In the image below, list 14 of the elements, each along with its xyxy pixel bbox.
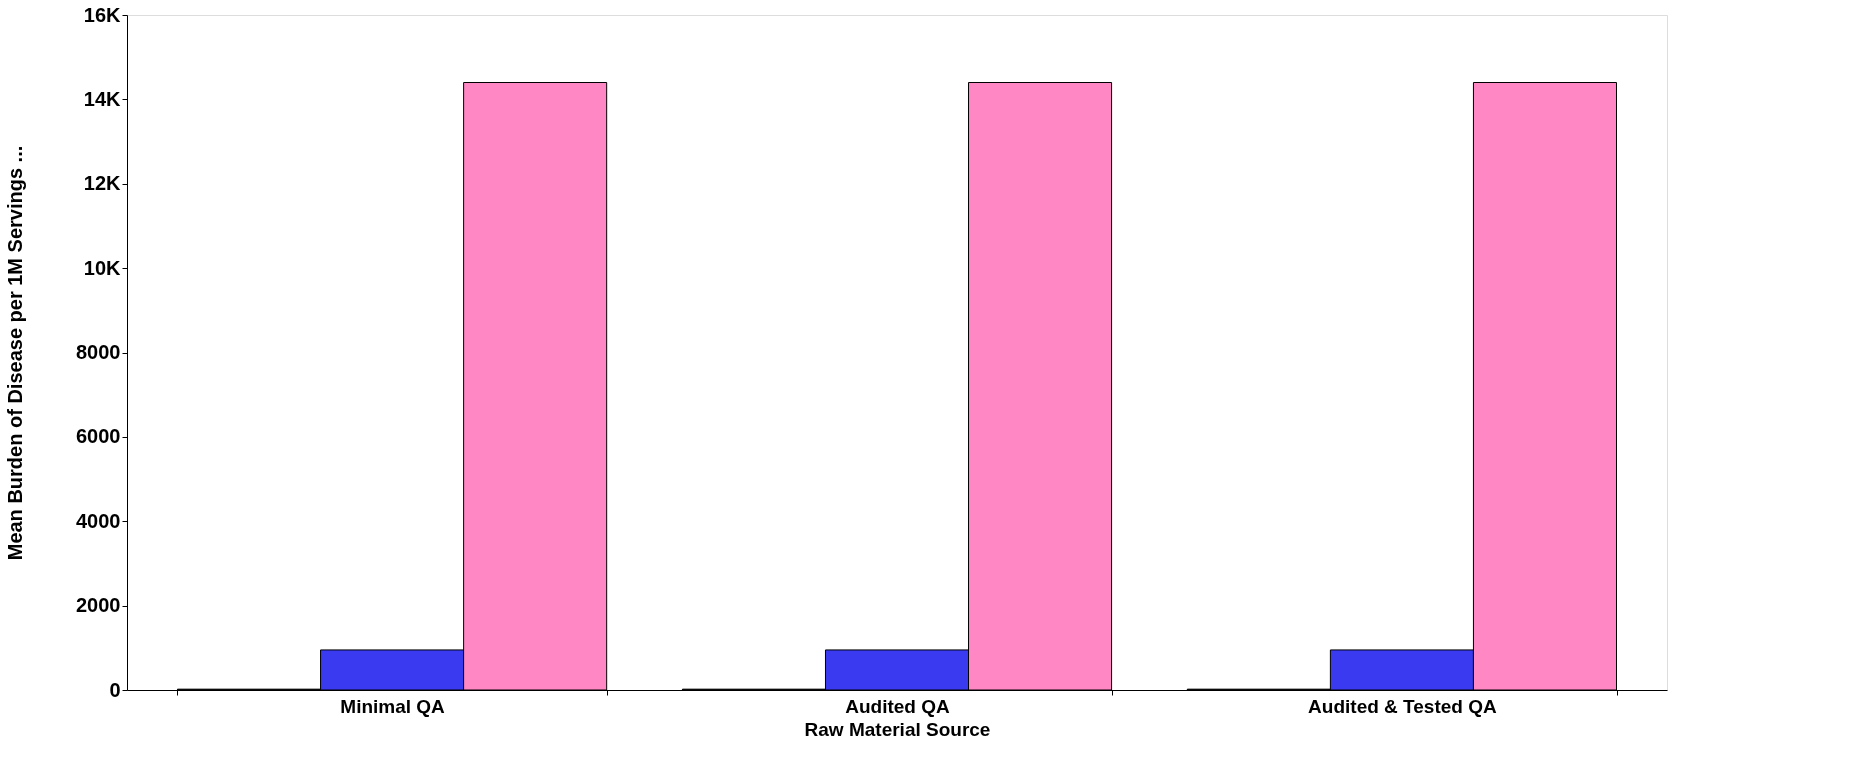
- y-tick-label: 10K: [83, 256, 122, 279]
- x-axis-title: Raw Material Source: [804, 718, 991, 740]
- y-tick-label: 2000: [76, 594, 121, 617]
- x-tick-label: Minimal QA: [340, 695, 446, 717]
- y-tick-label: 14K: [83, 87, 122, 110]
- y-tick-label: 6000: [76, 425, 121, 448]
- x-tick-label: Audited QA: [845, 695, 951, 717]
- y-tick-label: 8000: [76, 341, 121, 363]
- y-tick-label: 4000: [76, 509, 121, 532]
- y-tick-label: 0: [109, 678, 121, 701]
- x-tick-label: Audited & Tested QA: [1308, 695, 1497, 717]
- y-tick-label: 16K: [83, 3, 122, 26]
- y-tick-label: 12K: [83, 172, 122, 195]
- y-axis-title: Mean Burden of Disease per 1M Servings ...: [4, 145, 27, 561]
